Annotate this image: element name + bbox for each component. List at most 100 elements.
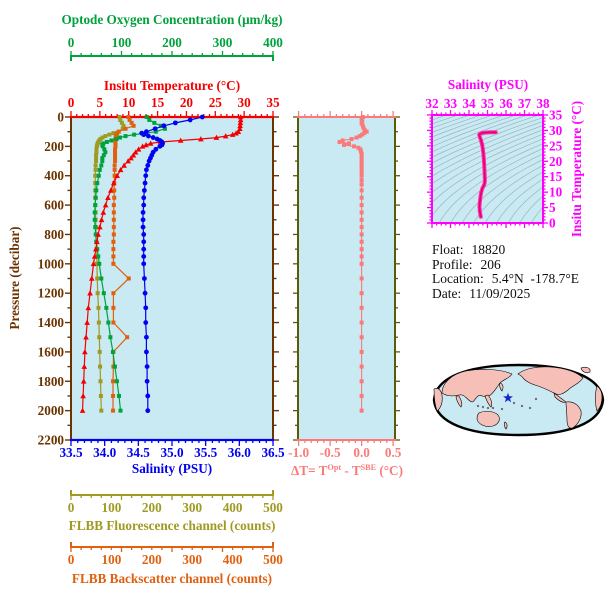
- delta-t-title-pre: ΔT= T: [291, 463, 328, 479]
- svg-text:10: 10: [549, 185, 563, 200]
- svg-text:36.0: 36.0: [228, 445, 251, 460]
- svg-text:200: 200: [142, 500, 162, 515]
- temperature-axis-title: Insitu Temperature (°C): [103, 78, 241, 93]
- ts-temperature-axis-title: Insitu Temperature (°C): [569, 100, 584, 238]
- svg-text:400: 400: [44, 168, 64, 183]
- series-ts-curve: [477, 130, 498, 219]
- svg-text:500: 500: [263, 500, 283, 515]
- svg-text:1200: 1200: [38, 286, 65, 301]
- svg-text:2200: 2200: [38, 433, 65, 448]
- svg-text:20: 20: [549, 154, 563, 169]
- date-line: Date: 11/09/2025: [432, 285, 579, 302]
- svg-text:35: 35: [549, 108, 563, 123]
- svg-text:100: 100: [102, 500, 122, 515]
- svg-text:0: 0: [68, 500, 75, 515]
- delta-t-title-mid: - T: [341, 463, 361, 479]
- delta-t-axis-title: ΔT= TOpt - TSBE (°C): [291, 463, 403, 479]
- main-profile-plot: 0200400600800100012001400160018002000220…: [38, 95, 285, 460]
- svg-text:34: 34: [462, 96, 476, 111]
- svg-text:0: 0: [549, 216, 556, 231]
- svg-text:1000: 1000: [38, 256, 65, 271]
- svg-text:0: 0: [57, 110, 64, 125]
- svg-text:1800: 1800: [38, 374, 65, 389]
- location-line: Location: 5.4°N -178.7°E: [432, 271, 580, 287]
- series-salinity: [139, 114, 205, 414]
- date-label: Date:: [432, 285, 462, 301]
- float-info-block: Float: 18820 Profile: 206 Location: 5.4°N -…: [432, 242, 580, 302]
- svg-text:35.0: 35.0: [160, 445, 183, 460]
- series-insitu-temperature: [79, 114, 244, 413]
- date-value: 11/09/2025: [469, 285, 531, 301]
- svg-text:15: 15: [151, 95, 165, 110]
- location-value: 5.4°N -178.7°E: [491, 271, 580, 287]
- profile-value: 206: [480, 256, 501, 272]
- svg-text:300: 300: [213, 35, 233, 50]
- svg-text:36.5: 36.5: [261, 445, 284, 460]
- delta-t-panel: -1.0 -0.5 0.0 0.5: [288, 111, 402, 460]
- svg-text:5: 5: [549, 200, 556, 215]
- svg-text:100: 100: [102, 552, 122, 567]
- salinity-axis-title: Salinity (PSU): [131, 461, 213, 476]
- svg-text:400: 400: [223, 500, 243, 515]
- svg-text:400: 400: [223, 552, 243, 567]
- svg-text:25: 25: [209, 95, 223, 110]
- delta-t-title-sup1: Opt: [327, 462, 342, 472]
- svg-text:0: 0: [68, 552, 75, 567]
- svg-text:-0.5: -0.5: [320, 445, 341, 460]
- float-value: 18820: [471, 242, 506, 257]
- svg-text:30: 30: [238, 95, 252, 110]
- profile-line: Profile: 206: [432, 256, 579, 273]
- svg-text:20: 20: [180, 95, 194, 110]
- svg-text:500: 500: [263, 552, 283, 567]
- svg-text:33.5: 33.5: [59, 445, 82, 460]
- float-label: Float:: [432, 242, 464, 257]
- isopycnal-contours: [432, 115, 543, 223]
- location-label: Location:: [432, 271, 484, 287]
- svg-text:36: 36: [499, 96, 513, 111]
- svg-text:800: 800: [44, 227, 64, 242]
- svg-text:34.5: 34.5: [127, 445, 150, 460]
- series-delta-t: [337, 115, 369, 413]
- svg-text:35: 35: [481, 96, 495, 111]
- svg-text:1600: 1600: [38, 344, 65, 359]
- svg-text:0: 0: [68, 35, 75, 50]
- profile-label: Profile:: [432, 256, 473, 272]
- svg-text:25: 25: [549, 138, 563, 153]
- svg-text:300: 300: [182, 500, 202, 515]
- svg-text:200: 200: [142, 552, 162, 567]
- svg-text:200: 200: [162, 35, 182, 50]
- svg-text:15: 15: [549, 169, 563, 184]
- svg-text:200: 200: [44, 139, 64, 154]
- svg-text:30: 30: [549, 123, 563, 138]
- oxygen-axis-bar: 0 100 200 300 400: [68, 35, 283, 61]
- svg-text:400: 400: [263, 35, 283, 50]
- svg-text:0: 0: [68, 95, 75, 110]
- svg-text:0.0: 0.0: [353, 445, 370, 460]
- oxygen-axis-title: Optode Oxygen Concentration (μm/kg): [61, 12, 283, 27]
- svg-text:35.5: 35.5: [194, 445, 217, 460]
- float-id-line: Float: 18820: [432, 242, 579, 258]
- svg-text:600: 600: [44, 198, 64, 213]
- svg-text:10: 10: [122, 95, 136, 110]
- svg-text:37: 37: [518, 96, 532, 111]
- svg-text:35: 35: [266, 95, 280, 110]
- backscatter-axis-bar: 0 100 200 300 400 500: [68, 542, 283, 567]
- pressure-axis-title: Pressure (decibar): [7, 226, 22, 330]
- svg-text:5: 5: [97, 95, 104, 110]
- backscatter-axis-title: FLBB Backscatter channel (counts): [71, 571, 273, 586]
- svg-text:34.0: 34.0: [93, 445, 116, 460]
- svg-text:32: 32: [425, 96, 439, 111]
- svg-text:-1.0: -1.0: [288, 445, 309, 460]
- fluorescence-axis-bar: 0 100 200 300 400 500: [68, 490, 283, 515]
- svg-text:33: 33: [444, 96, 458, 111]
- svg-text:2000: 2000: [38, 403, 65, 418]
- delta-t-title-sup2: SBE: [360, 462, 377, 472]
- svg-text:100: 100: [112, 35, 132, 50]
- ts-salinity-axis-title: Salinity (PSU): [447, 77, 529, 92]
- fluorescence-axis-title: FLBB Fluorescence channel (counts): [68, 518, 276, 533]
- svg-text:300: 300: [182, 552, 202, 567]
- svg-text:0.5: 0.5: [385, 445, 402, 460]
- svg-text:1400: 1400: [38, 315, 65, 330]
